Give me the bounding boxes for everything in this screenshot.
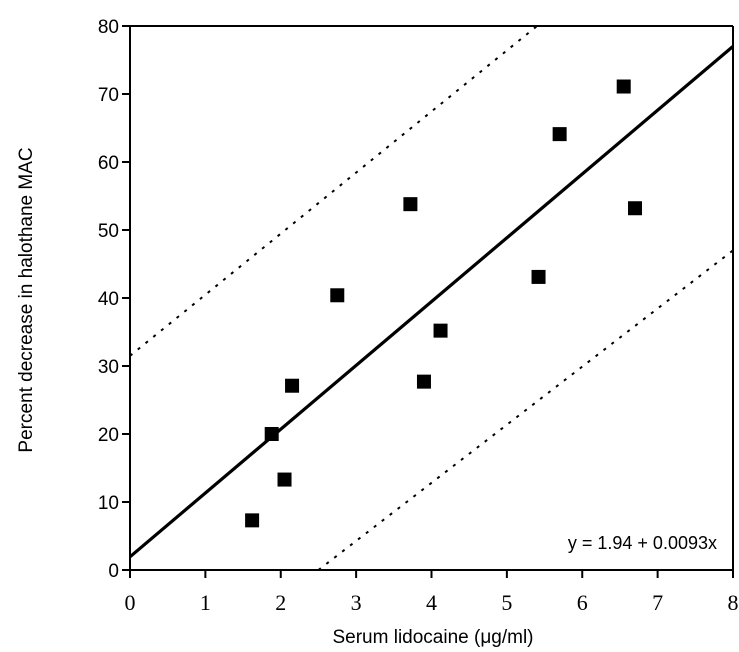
data-points xyxy=(245,79,643,528)
data-point xyxy=(628,201,643,216)
y-tick-label: 20 xyxy=(98,425,119,446)
x-tick-label: 6 xyxy=(577,590,588,615)
x-tick-label: 8 xyxy=(728,590,739,615)
data-point xyxy=(277,472,292,487)
data-point xyxy=(416,374,431,389)
x-tick-label: 1 xyxy=(200,590,211,615)
data-point xyxy=(433,323,448,338)
y-tick-label: 60 xyxy=(98,153,119,174)
y-tick-label: 40 xyxy=(98,289,119,310)
x-tick-label: 3 xyxy=(351,590,362,615)
y-tick-label: 10 xyxy=(98,493,119,514)
data-point xyxy=(264,427,279,441)
x-axis-title: Serum lidocaine (μg/ml) xyxy=(332,627,533,648)
data-point xyxy=(403,197,418,212)
data-point xyxy=(552,127,567,142)
y-tick-label: 80 xyxy=(98,17,119,38)
y-axis-ticks: 0 10 20 30 40 50 60 70 80 xyxy=(98,17,130,582)
regression-line-group xyxy=(128,45,735,559)
data-point xyxy=(531,269,546,284)
x-tick-label: 4 xyxy=(426,590,437,615)
y-tick-label: 70 xyxy=(98,85,119,106)
upper-confidence-band xyxy=(129,25,538,357)
confidence-bands xyxy=(129,25,734,571)
data-point xyxy=(245,513,260,528)
lower-confidence-band xyxy=(317,249,734,571)
y-tick-label: 50 xyxy=(98,221,119,242)
y-tick-label: 30 xyxy=(98,357,119,378)
x-tick-label: 7 xyxy=(652,590,663,615)
regression-equation: y = 1.94 + 0.0093x xyxy=(568,533,717,553)
data-point xyxy=(330,288,345,303)
x-tick-label: 2 xyxy=(275,590,286,615)
data-point xyxy=(616,79,631,94)
y-axis-title: Percent decrease in halothane MAC xyxy=(16,147,37,452)
x-tick-label: 0 xyxy=(125,590,136,615)
regression-line xyxy=(128,45,735,559)
x-axis-ticks: 0 1 2 3 4 5 6 7 8 xyxy=(125,570,739,615)
y-tick-label: 0 xyxy=(108,561,119,582)
x-tick-label: 5 xyxy=(501,590,512,615)
data-point xyxy=(285,378,300,393)
